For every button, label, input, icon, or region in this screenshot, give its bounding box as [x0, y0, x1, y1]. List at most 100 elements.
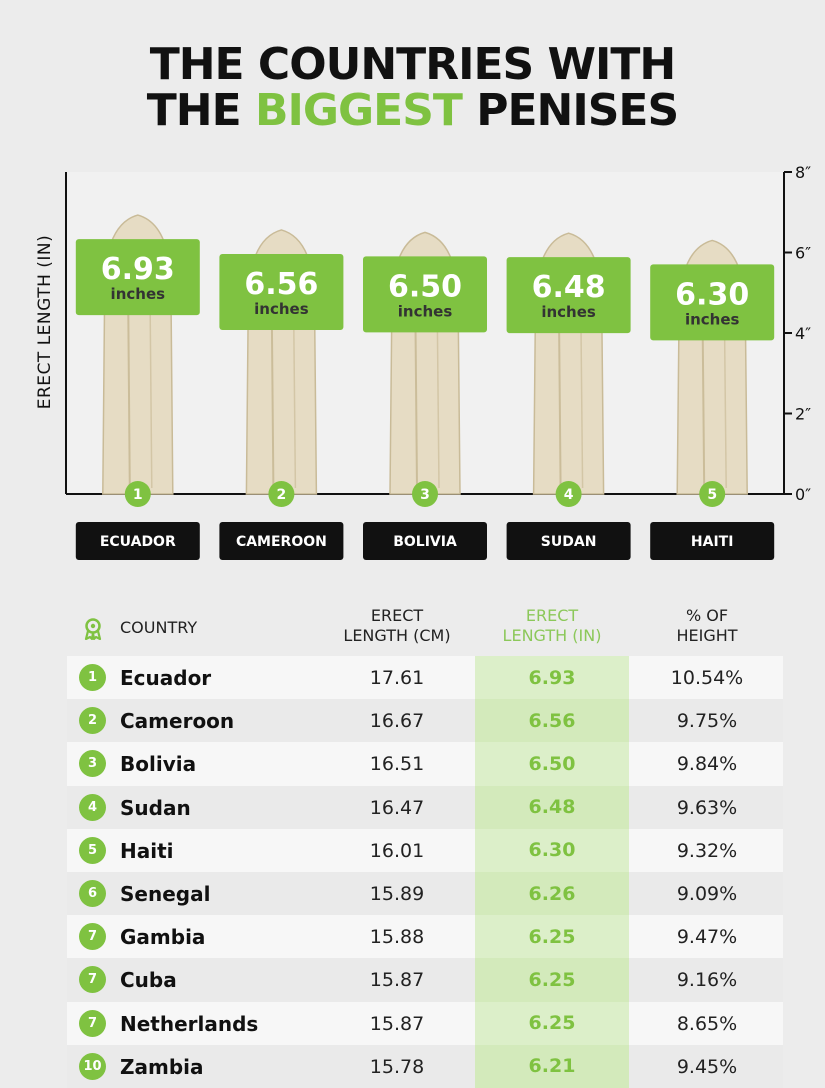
header-in: ERECT LENGTH (IN)	[475, 606, 629, 646]
length-in: 6.50	[475, 742, 629, 786]
title-line-2-pre: THE	[146, 85, 256, 136]
value-label-box	[75, 239, 200, 316]
value-label-box	[363, 256, 487, 333]
length-in: 6.30	[475, 828, 629, 872]
length-cm: 16.51	[369, 753, 425, 776]
title-line-2-post: PENISES	[461, 85, 679, 136]
x-tick-label: SUDAN	[541, 534, 597, 550]
y-tick-label: 6″	[795, 244, 811, 263]
unit-label: inches	[254, 300, 309, 318]
ranking-table: COUNTRY ERECT LENGTH (CM) ERECT LENGTH (…	[67, 598, 783, 1088]
bar-chart: 0″2″4″6″8″6.93inches1ECUADOR6.56inches2C…	[65, 163, 811, 560]
length-cm: 15.89	[369, 882, 425, 905]
country-name: Zambia	[120, 1054, 204, 1079]
rank-badge: 6	[79, 879, 106, 907]
rank-badge: 3	[79, 750, 106, 778]
pct-height: 9.63%	[676, 796, 738, 819]
x-tick-label: HAITI	[691, 534, 734, 550]
pct-height: 9.16%	[676, 969, 738, 992]
y-tick-label: 4″	[795, 324, 811, 343]
pct-height: 9.45%	[676, 1055, 738, 1078]
title-line-1: THE COUNTRIES WITH	[149, 39, 677, 90]
country-label-box	[650, 522, 775, 560]
length-cm: 16.47	[369, 796, 425, 819]
table-row: 7 Cuba 15.87 6.25 9.16%	[67, 958, 783, 1002]
award-icon	[84, 618, 102, 640]
pct-height: 8.65%	[676, 1012, 738, 1035]
rank-circle	[699, 481, 726, 507]
country-name: Bolivia	[120, 752, 197, 777]
country-name: Gambia	[120, 925, 206, 950]
rank-badge: 2	[79, 707, 106, 735]
rank-circle	[412, 481, 438, 507]
length-in: 6.25	[475, 958, 629, 1002]
value-label: 6.56	[244, 267, 318, 302]
title-accent-word: BIGGEST	[255, 85, 463, 136]
x-tick-label: ECUADOR	[100, 534, 176, 550]
rank-label: 3	[420, 487, 430, 503]
x-tick-label: BOLIVIA	[393, 534, 457, 550]
length-cm: 17.61	[369, 667, 425, 689]
pct-height: 9.84%	[676, 753, 738, 776]
country-name: Haiti	[120, 838, 174, 863]
rank-badge: 7	[79, 966, 106, 994]
country-label-box	[506, 522, 631, 560]
rank-badge: 1	[79, 664, 106, 691]
unit-label: inches	[111, 285, 166, 303]
value-label-box	[650, 264, 775, 341]
country-label-box	[75, 522, 200, 560]
header-in-line2: LENGTH (IN)	[502, 626, 602, 645]
chart-title: THE COUNTRIES WITH THE BIGGEST PENISES	[0, 42, 825, 134]
table-row: 5 Haiti 16.01 6.30 9.32%	[67, 828, 783, 872]
unit-label: inches	[541, 303, 596, 321]
rank-circle	[268, 481, 295, 507]
rank-badge: 4	[79, 793, 106, 821]
header-country: COUNTRY	[120, 618, 198, 637]
rank-label: 4	[564, 487, 574, 503]
header-cm: ERECT LENGTH (CM)	[327, 606, 467, 646]
table-row: 7 Netherlands 15.87 6.25 8.65%	[67, 1001, 783, 1045]
rank-circle	[555, 481, 582, 507]
y-tick-label: 8″	[795, 163, 811, 182]
table-row: 2 Cameroon 16.67 6.56 9.75%	[67, 699, 783, 743]
rank-circle	[124, 481, 151, 507]
length-cm: 15.78	[369, 1055, 425, 1078]
x-tick-label: CAMEROON	[236, 534, 327, 550]
pct-height: 9.75%	[676, 710, 738, 733]
pct-height: 9.32%	[676, 839, 738, 862]
length-cm: 15.87	[369, 969, 425, 992]
country-name: Cuba	[120, 968, 177, 993]
pct-height: 10.54%	[670, 667, 744, 689]
header-cm-line2: LENGTH (CM)	[343, 626, 451, 645]
header-pct-line1: % OF	[685, 606, 729, 625]
table-row: 7 Gambia 15.88 6.25 9.47%	[67, 915, 783, 959]
length-cm: 16.01	[369, 839, 425, 862]
length-cm: 16.67	[369, 710, 425, 733]
table-row: 1 Ecuador 17.61 6.93 10.54%	[67, 656, 783, 700]
value-label: 6.93	[101, 252, 175, 287]
length-in: 6.48	[475, 785, 629, 829]
rank-label: 5	[707, 487, 717, 503]
length-cm: 15.88	[369, 926, 425, 949]
table-row: 6 Senegal 15.89 6.26 9.09%	[67, 871, 783, 916]
country-label-box	[219, 522, 344, 560]
length-in: 6.26	[475, 871, 629, 916]
length-in: 6.56	[475, 699, 629, 743]
pct-height: 9.47%	[676, 926, 738, 949]
country-name: Sudan	[120, 795, 191, 820]
table-row: 4 Sudan 16.47 6.48 9.63%	[67, 785, 783, 829]
value-label-box	[506, 257, 631, 334]
title-line-2: THE BIGGEST PENISES	[0, 88, 825, 134]
country-name: Netherlands	[120, 1011, 259, 1036]
unit-label: inches	[685, 310, 740, 328]
country-name: Cameroon	[120, 709, 235, 734]
header-pct-line2: HEIGHT	[676, 626, 738, 645]
header-in-line1: ERECT	[525, 606, 579, 625]
header-pct: % OF HEIGHT	[647, 606, 767, 646]
rank-badge: 7	[79, 1009, 106, 1037]
unit-label: inches	[398, 302, 453, 320]
country-label-box	[363, 522, 487, 560]
country-name: Senegal	[120, 881, 211, 906]
value-label: 6.48	[532, 270, 606, 305]
length-cm: 15.87	[369, 1012, 425, 1035]
